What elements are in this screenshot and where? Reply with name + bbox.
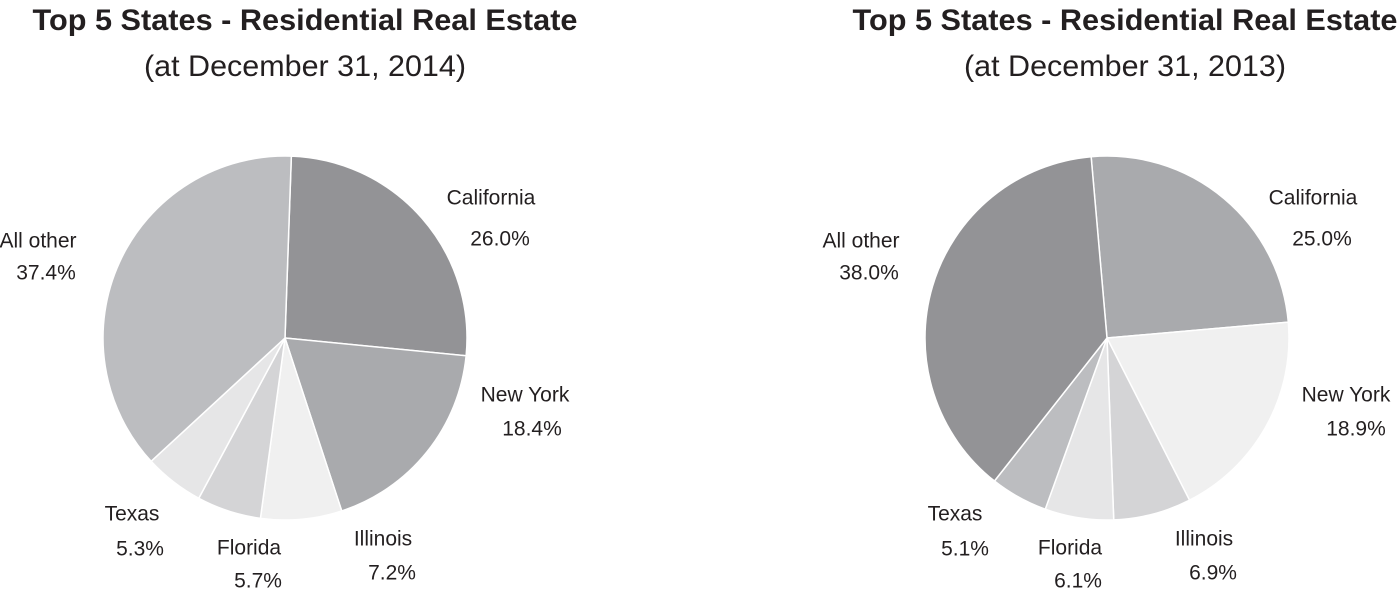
pie-slice (102, 155, 293, 463)
slice-label: Florida (1038, 537, 1103, 560)
slice-value-label: 5.1% (941, 538, 989, 561)
slice-label: New York (1302, 384, 1391, 407)
slice-label: Illinois (354, 528, 412, 551)
slice-value-label: 7.2% (368, 562, 416, 585)
slice-value-label: 38.0% (839, 262, 899, 285)
slice-label: Illinois (1175, 528, 1233, 551)
chart-title: Top 5 States - Residential Real Estate (853, 4, 1398, 37)
chart-subtitle: (at December 31, 2014) (144, 50, 466, 83)
slice-label: Texas (105, 503, 160, 526)
slice-label: Texas (928, 503, 983, 526)
pie-slice (1090, 155, 1290, 339)
slice-value-label: 18.9% (1326, 418, 1386, 441)
slice-value-label: 25.0% (1292, 228, 1352, 251)
pie-slice (1105, 321, 1290, 502)
slice-value-label: 5.7% (234, 570, 282, 593)
chart-title: Top 5 States - Residential Real Estate (33, 4, 578, 37)
pie-slice (284, 155, 468, 357)
slice-value-label: 26.0% (470, 228, 530, 251)
slice-value-label: 18.4% (502, 418, 562, 441)
pie-slice (924, 155, 1108, 483)
slice-value-label: 5.3% (116, 538, 164, 561)
slice-value-label: 37.4% (16, 262, 76, 285)
slice-value-label: 6.9% (1189, 562, 1237, 585)
slice-label: All other (0, 230, 77, 253)
pie-slice (283, 337, 467, 512)
chart-subtitle: (at December 31, 2013) (964, 50, 1286, 83)
slice-label: Florida (217, 537, 282, 560)
slice-label: New York (481, 384, 570, 407)
slice-label: California (447, 187, 536, 210)
slice-value-label: 6.1% (1054, 570, 1102, 593)
slice-label: All other (822, 230, 899, 253)
slice-label: California (1269, 187, 1358, 210)
